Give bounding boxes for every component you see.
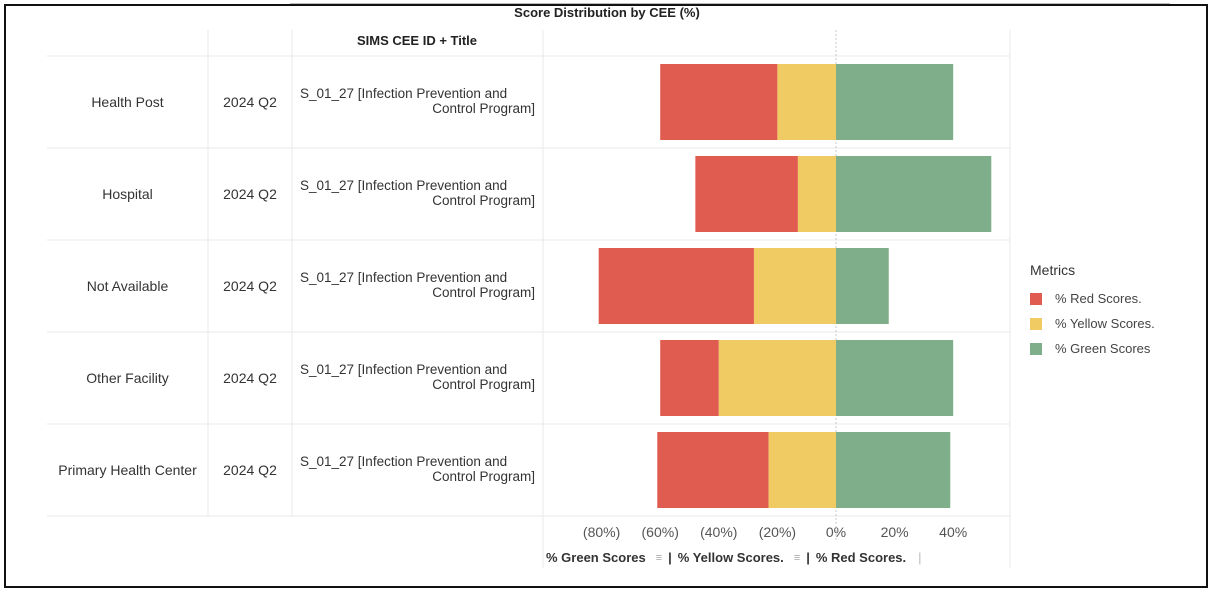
row-facility: Hospital: [102, 186, 153, 202]
row-facility: Primary Health Center: [58, 462, 197, 478]
bar-red: [657, 432, 769, 508]
row-period: 2024 Q2: [223, 462, 277, 478]
axis-footer: % Green Scores ≡ | % Yellow Scores. ≡ | …: [546, 550, 922, 565]
chart-title: Score Distribution by CEE (%): [514, 5, 700, 20]
legend-swatch-green: [1030, 342, 1042, 355]
bar-green: [836, 64, 954, 140]
table-header-cee[interactable]: SIMS CEE ID + Title: [356, 33, 478, 48]
x-tick-label: 0%: [826, 524, 846, 540]
bar-yellow: [768, 432, 836, 508]
row-cee-title: S_01_27 [Infection Prevention and: [300, 178, 507, 193]
bar-green: [836, 156, 992, 232]
axis-label-red[interactable]: % Red Scores.: [815, 550, 907, 565]
bar-yellow: [797, 156, 836, 232]
bar-red: [695, 156, 798, 232]
title-rule: [290, 3, 1170, 4]
bar-red: [660, 64, 778, 140]
axis-label-yellow[interactable]: % Yellow Scores.: [677, 550, 784, 565]
row-cee-title: Control Program]: [432, 101, 535, 116]
x-tick-label: 40%: [939, 524, 967, 540]
legend-swatch-red: [1030, 292, 1042, 305]
row-cee-title: S_01_27 [Infection Prevention and: [300, 454, 507, 469]
row-period: 2024 Q2: [223, 94, 277, 110]
bar-green: [836, 432, 951, 508]
axis-separator: |: [806, 550, 810, 565]
legend-item-red[interactable]: % Red Scores.: [1030, 286, 1155, 311]
legend-item-yellow[interactable]: % Yellow Scores.: [1030, 311, 1155, 336]
bar-yellow: [753, 248, 836, 324]
bar-yellow: [777, 64, 836, 140]
legend-swatch-yellow: [1030, 317, 1042, 330]
legend-title: Metrics: [1030, 262, 1076, 278]
sort-icon[interactable]: ≡: [655, 551, 663, 564]
legend-label-red: % Red Scores.: [1055, 291, 1142, 306]
row-period: 2024 Q2: [223, 278, 277, 294]
chart-frame: [4, 4, 1208, 588]
axis-end-marker: |: [918, 550, 922, 565]
row-cee-title: S_01_27 [Infection Prevention and: [300, 270, 507, 285]
row-cee-title: S_01_27 [Infection Prevention and: [300, 362, 507, 377]
x-tick-label: (80%): [583, 524, 620, 540]
bar-red: [660, 340, 719, 416]
legend-label-green: % Green Scores: [1055, 341, 1151, 356]
legend[interactable]: Metrics % Red Scores. % Yellow Scores. %…: [1030, 262, 1155, 361]
legend-item-green[interactable]: % Green Scores: [1030, 336, 1155, 361]
axis-label-green[interactable]: % Green Scores: [546, 550, 646, 565]
bar-green: [836, 248, 889, 324]
row-facility: Other Facility: [86, 370, 168, 386]
row-period: 2024 Q2: [223, 370, 277, 386]
row-cee-title: Control Program]: [432, 377, 535, 392]
x-tick-label: (60%): [642, 524, 679, 540]
x-tick-label: (40%): [700, 524, 737, 540]
legend-label-yellow: % Yellow Scores.: [1055, 316, 1155, 331]
axis-separator: |: [668, 550, 672, 565]
x-tick-label: 20%: [881, 524, 909, 540]
row-period: 2024 Q2: [223, 186, 277, 202]
bar-red: [598, 248, 754, 324]
row-facility: Health Post: [91, 94, 163, 110]
row-facility: Not Available: [87, 278, 169, 294]
bar-green: [836, 340, 954, 416]
row-cee-title: Control Program]: [432, 193, 535, 208]
row-cee-title: Control Program]: [432, 285, 535, 300]
row-cee-title: Control Program]: [432, 469, 535, 484]
x-tick-label: (20%): [759, 524, 796, 540]
row-cee-title: S_01_27 [Infection Prevention and: [300, 86, 507, 101]
sort-icon[interactable]: ≡: [793, 551, 801, 564]
bar-yellow: [718, 340, 836, 416]
